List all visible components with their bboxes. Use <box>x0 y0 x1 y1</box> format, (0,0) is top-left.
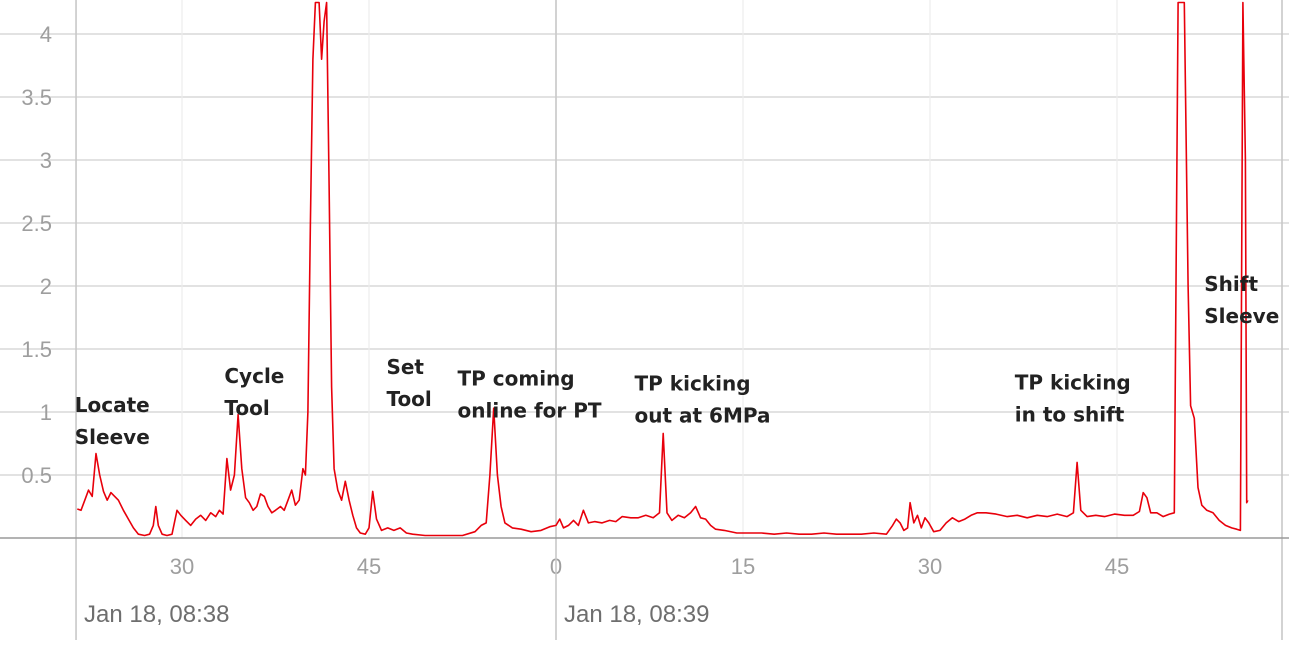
x-date-label: Jan 18, 08:38 <box>84 601 229 628</box>
annotation-label: TP coming online for PT <box>458 367 602 423</box>
annotations: Locate Sleeve Cycle Tool Set Tool TP coming onl… <box>75 272 1279 449</box>
series-layer <box>77 1 1249 537</box>
series-line <box>77 1 1249 537</box>
y-tick-label: 1 <box>40 400 52 425</box>
annotation-label: TP kicking out at 6MPa <box>635 372 771 428</box>
x-date-label: Jan 18, 08:39 <box>564 601 709 628</box>
annotation-label: Shift Sleeve <box>1204 272 1279 328</box>
annotation-label: Set Tool <box>386 355 431 411</box>
x-tick-label: 45 <box>357 554 381 579</box>
x-tick-label: 30 <box>170 554 194 579</box>
y-tick-label: 4 <box>40 22 52 47</box>
x-tick-label: 45 <box>1105 554 1129 579</box>
gridlines <box>0 0 1289 538</box>
annotation-label: Locate Sleeve <box>75 393 150 449</box>
y-tick-label: 3.5 <box>21 85 52 110</box>
annotation-label: TP kicking in to shift <box>1015 370 1131 426</box>
y-tick-label: 0.5 <box>21 463 52 488</box>
y-tick-label: 2.5 <box>21 211 52 236</box>
y-tick-label: 1.5 <box>21 337 52 362</box>
y-tick-label: 3 <box>40 148 52 173</box>
annotation-label: Cycle Tool <box>224 364 284 420</box>
x-tick-label: 15 <box>731 554 755 579</box>
y-tick-label: 2 <box>40 274 52 299</box>
x-tick-label: 30 <box>918 554 942 579</box>
